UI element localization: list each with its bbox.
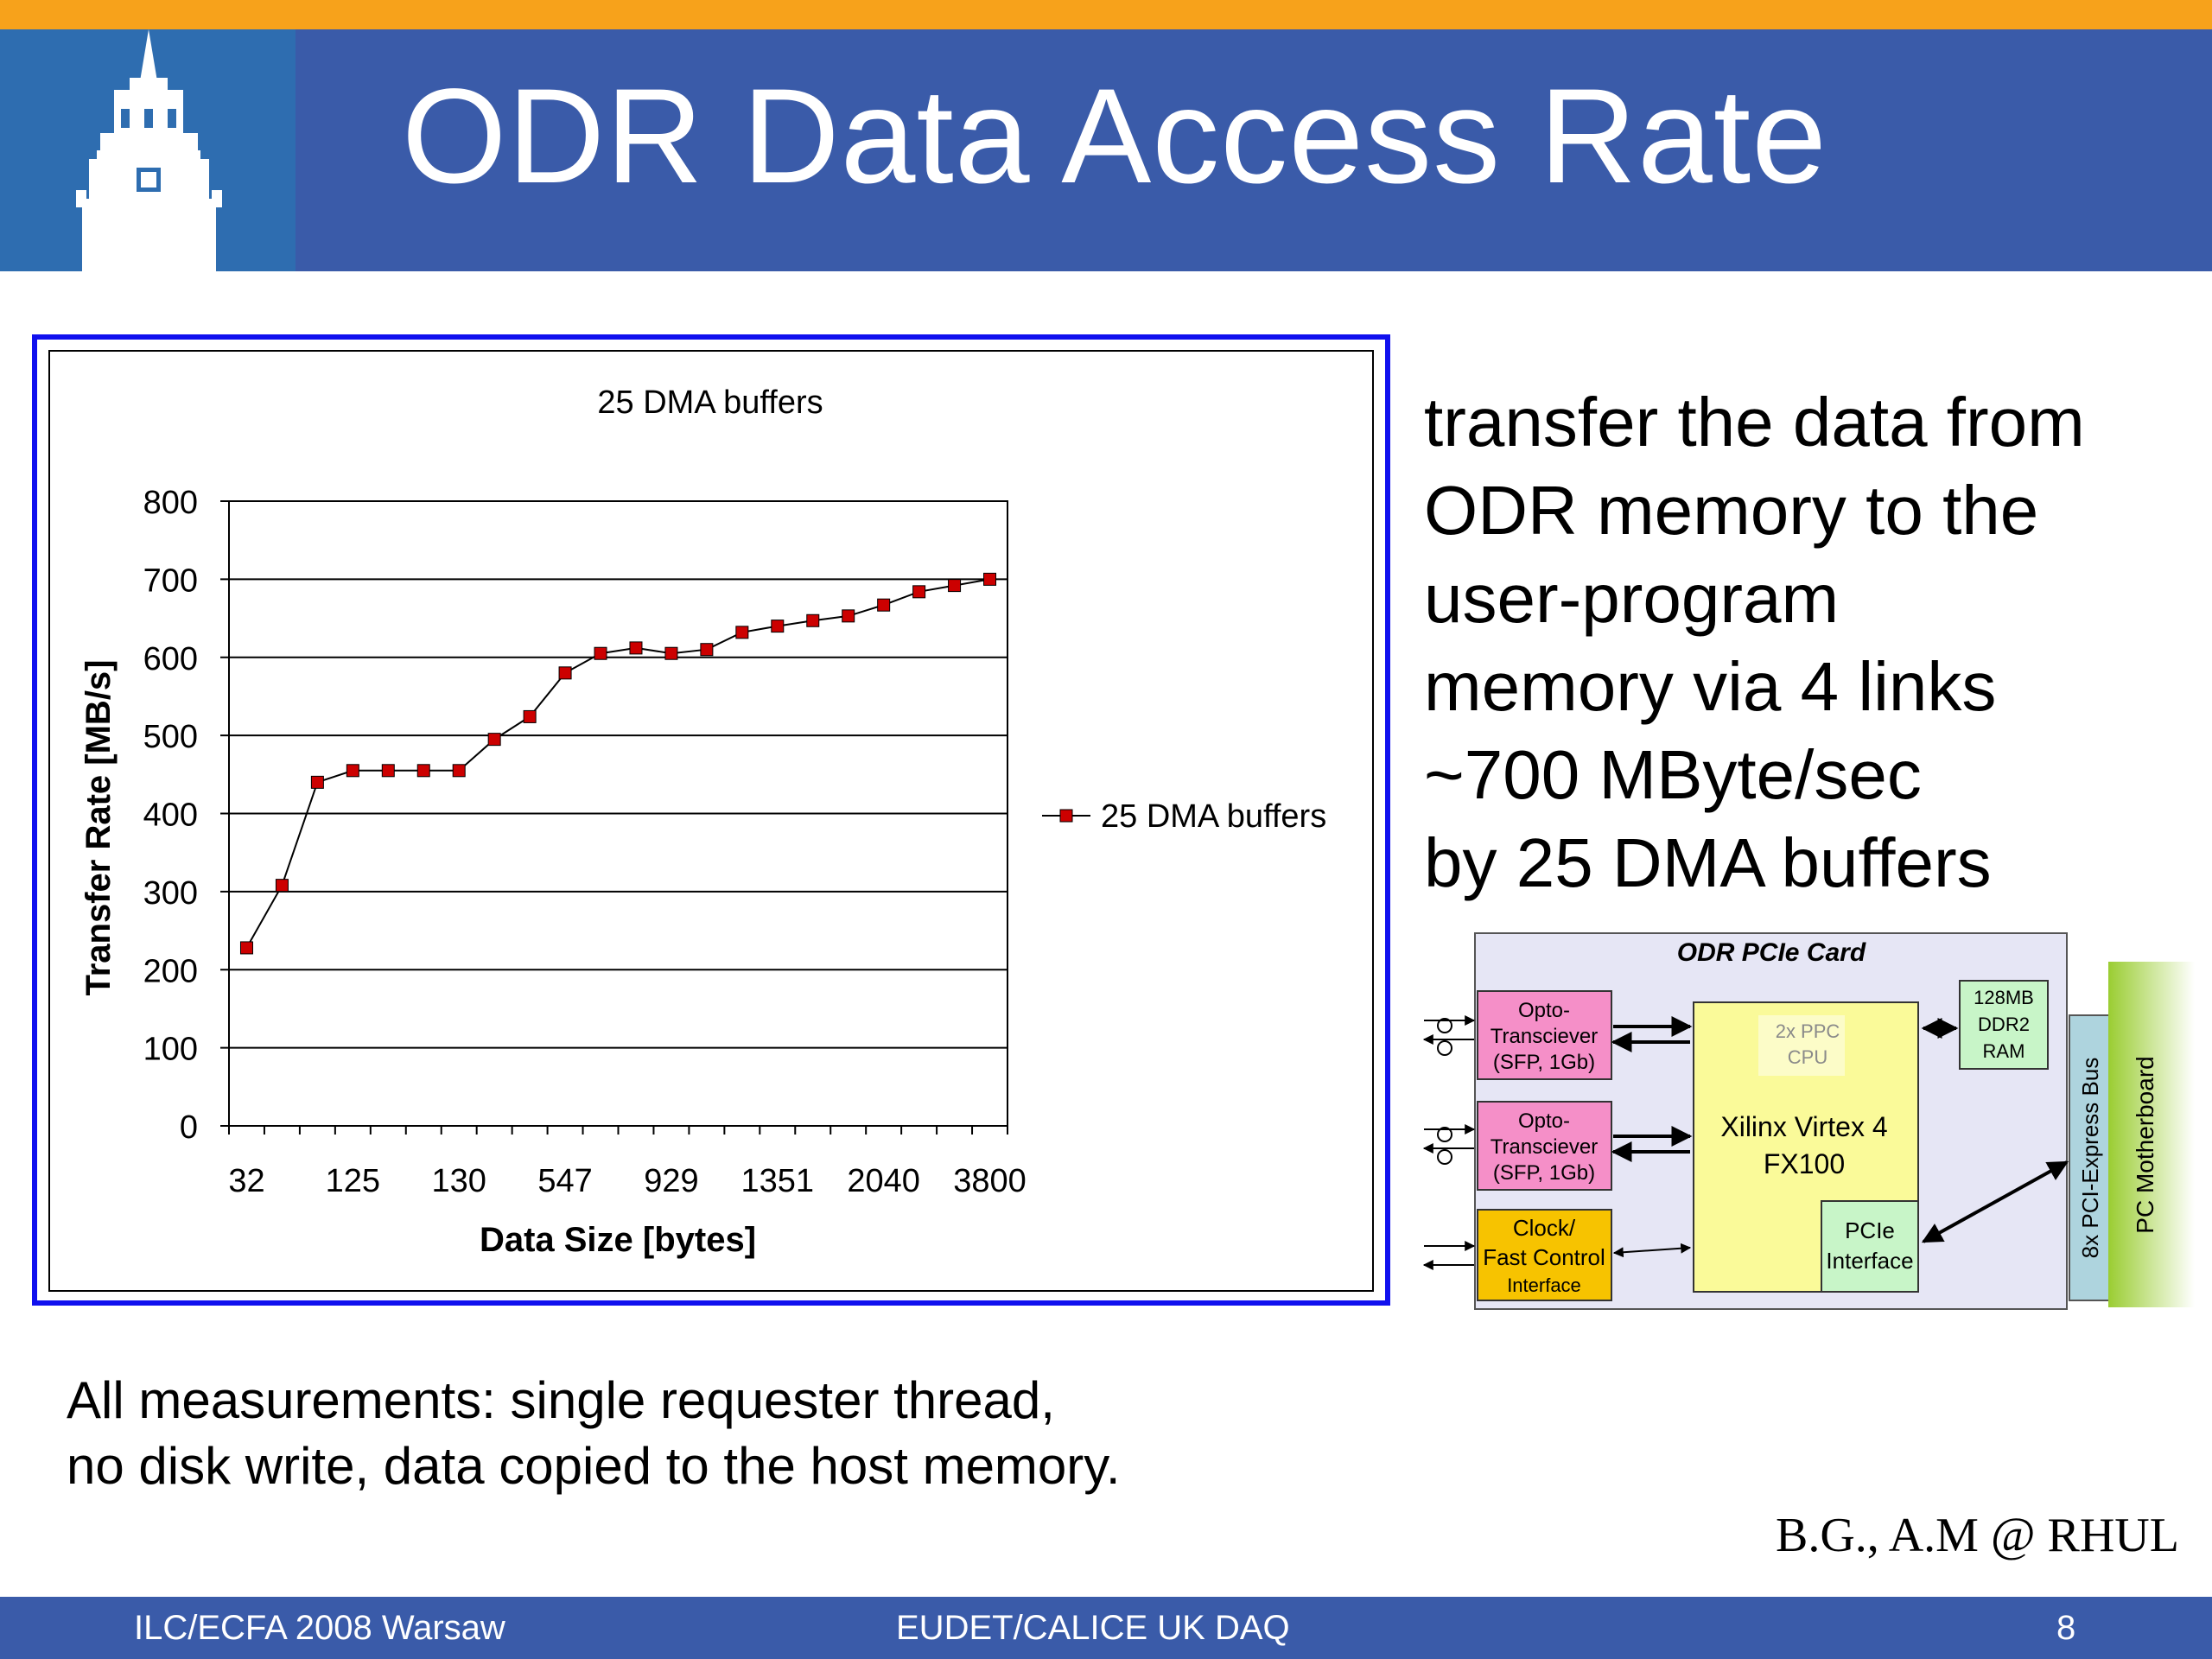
x-tick-label: 3800	[953, 1163, 1027, 1199]
clock-fast-control-interface	[1477, 1209, 1612, 1301]
opto-transceiver-1	[1477, 990, 1612, 1080]
y-tick-label: 700	[143, 563, 198, 599]
cpu-line: CPU	[1788, 1046, 1827, 1068]
y-tick-label: 200	[143, 953, 198, 989]
opto-2-line: Opto-	[1518, 1109, 1570, 1133]
odr-pcie-card-diagram: ODR PCIe Card Opto- Transciever (SFP, 1G…	[1422, 932, 2195, 1310]
footer-band	[0, 1597, 2212, 1659]
bus-label: 8x PCI-Express Bus	[2077, 1058, 2103, 1259]
x-tick-label: 1351	[741, 1163, 815, 1199]
y-tick-label: 800	[143, 485, 198, 521]
cpu-line: 2x PPC	[1776, 1020, 1840, 1042]
ram-line: 128MB	[1974, 987, 2034, 1008]
x-tick-label: 32	[228, 1163, 264, 1199]
description-line: ~700 MByte/sec	[1424, 736, 1922, 813]
data-point-marker	[629, 641, 643, 655]
pc-motherboard	[2108, 962, 2195, 1307]
ram-line: RAM	[1983, 1040, 2025, 1062]
y-tick-label: 300	[143, 875, 198, 912]
opto-1-line: Transciever	[1491, 1025, 1598, 1048]
data-point-marker	[239, 941, 253, 955]
fpga-line: FX100	[1764, 1148, 1845, 1179]
description-line: by 25 DMA buffers	[1424, 824, 1992, 901]
header-band	[0, 29, 2212, 271]
opto-1-line: (SFP, 1Gb)	[1493, 1051, 1595, 1074]
description-line: user-program	[1424, 560, 1840, 637]
description-text: transfer the data from ODR memory to the…	[1424, 378, 2202, 907]
motherboard-label: PC Motherboard	[2132, 1056, 2158, 1233]
y-axis-label: Transfer Rate [MB/s]	[79, 660, 118, 996]
data-point-marker	[912, 585, 926, 599]
ddr2-ram-box	[1959, 980, 2049, 1070]
x-axis-label: Data Size [bytes]	[480, 1221, 756, 1259]
description-line: transfer the data from	[1424, 384, 2085, 461]
header-accent-stripe	[0, 0, 2212, 29]
footer-conference: ILC/ECFA 2008 Warsaw	[134, 1609, 505, 1647]
data-point-marker	[664, 646, 678, 660]
data-point-marker	[381, 764, 395, 778]
data-point-marker	[416, 764, 430, 778]
series-line-25-dma-buffers	[245, 578, 990, 949]
ram-line: DDR2	[1978, 1014, 2030, 1035]
data-point-marker	[275, 879, 289, 893]
pcie-if-line: PCIe	[1845, 1217, 1895, 1243]
data-point-marker	[771, 620, 785, 633]
clock-line: Fast Control	[1483, 1244, 1605, 1270]
y-tick-label: 0	[180, 1109, 198, 1146]
clock-line: Interface	[1507, 1274, 1581, 1296]
y-tick-label: 600	[143, 641, 198, 677]
slide-title: ODR Data Access Rate	[402, 61, 1827, 212]
clock-line: Clock/	[1513, 1215, 1576, 1241]
page-number: 8	[2056, 1609, 2076, 1647]
data-point-marker	[735, 626, 749, 639]
x-tick-label: 929	[644, 1163, 698, 1199]
data-point-marker	[948, 579, 962, 593]
data-point-marker	[523, 709, 537, 723]
data-point-marker	[452, 764, 466, 778]
measurement-notes: All measurements: single requester threa…	[67, 1368, 1120, 1499]
opto-2-line: (SFP, 1Gb)	[1493, 1161, 1595, 1185]
legend-label: 25 DMA buffers	[1101, 798, 1326, 835]
transfer-rate-chart: 0 100 200 300 400 500 600 700 800 32 125 130 547 929…	[79, 385, 1326, 1259]
y-tick-label: 100	[143, 1032, 198, 1068]
data-point-marker	[877, 598, 891, 612]
note-line: no disk write, data copied to the host m…	[67, 1437, 1121, 1495]
data-point-marker	[594, 646, 607, 660]
data-point-marker	[806, 613, 820, 627]
y-tick-label: 500	[143, 719, 198, 755]
data-point-marker	[700, 643, 714, 657]
note-line: All measurements: single requester threa…	[67, 1371, 1055, 1429]
data-point-marker	[983, 572, 997, 586]
opto-transceiver-2	[1477, 1101, 1612, 1191]
author-credit: B.G., A.M @ RHUL	[1776, 1509, 2179, 1562]
data-point-marker	[310, 775, 324, 789]
fpga-line: Xilinx Virtex 4	[1720, 1111, 1887, 1142]
pci-express-bus	[2069, 1014, 2112, 1301]
data-point-marker	[487, 733, 501, 747]
data-point-marker	[346, 764, 359, 778]
card-title: ODR PCIe Card	[1677, 938, 1866, 967]
x-tick-label: 2040	[847, 1163, 920, 1199]
x-tick-label: 547	[537, 1163, 592, 1199]
pcie-interface-box	[1821, 1200, 1919, 1293]
data-point-marker	[558, 666, 572, 680]
chart-legend: 25 DMA buffers	[1042, 798, 1326, 835]
chart-plot-area-frame	[48, 350, 1374, 1292]
data-point-marker	[842, 609, 855, 623]
y-tick-label: 400	[143, 798, 198, 834]
footer-project: EUDET/CALICE UK DAQ	[896, 1609, 1290, 1647]
pcie-if-line: Interface	[1826, 1248, 1913, 1274]
description-line: ODR memory to the	[1424, 472, 2039, 549]
x-tick-label: 130	[432, 1163, 486, 1199]
chart-title: 25 DMA buffers	[597, 385, 823, 421]
opto-1-line: Opto-	[1518, 999, 1570, 1022]
x-tick-label: 125	[326, 1163, 380, 1199]
ppc-cpu-box	[1758, 1015, 1845, 1076]
legend-marker	[1059, 809, 1073, 823]
university-logo	[0, 29, 296, 271]
opto-2-line: Transciever	[1491, 1135, 1598, 1159]
tower-logo-icon	[76, 29, 222, 271]
description-line: memory via 4 links	[1424, 648, 1997, 725]
